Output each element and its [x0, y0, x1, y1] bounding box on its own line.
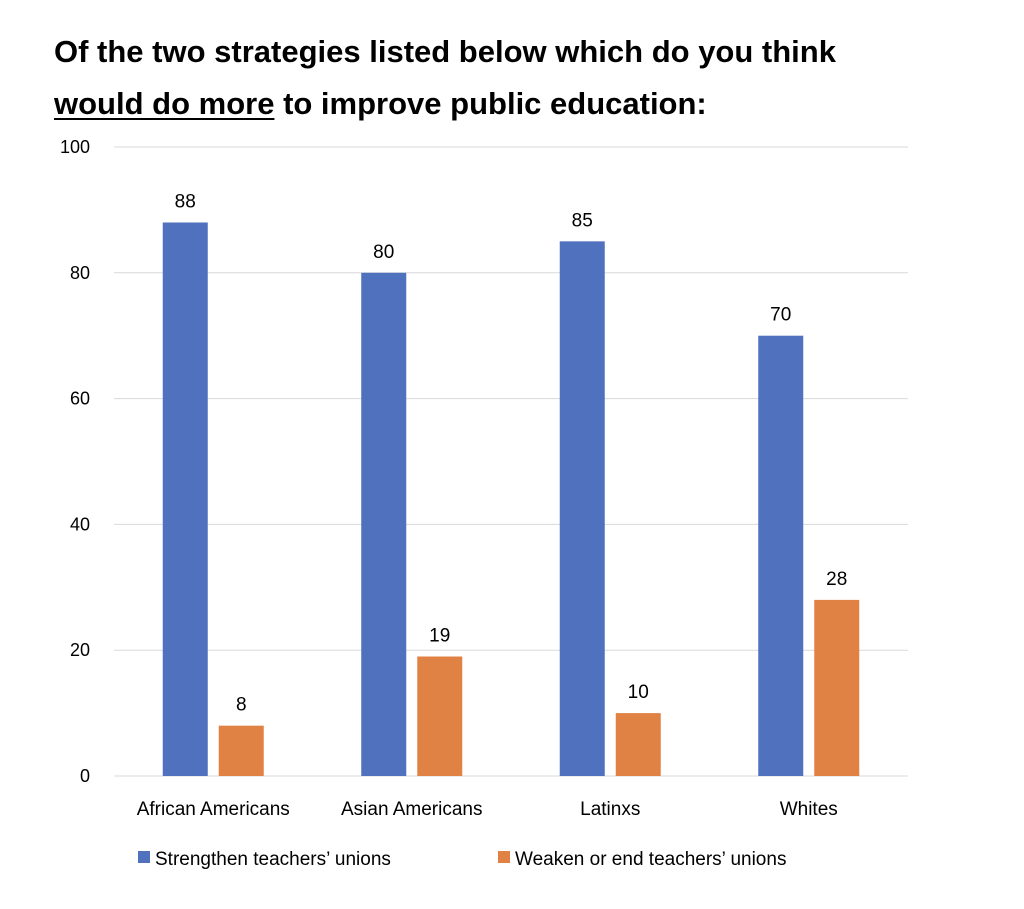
data-label: 19: [429, 625, 450, 646]
data-label: 85: [572, 210, 593, 231]
data-label: 28: [826, 569, 847, 590]
legend-label: Strengthen teachers’ unions: [155, 849, 391, 870]
title-part3: to improve public education:: [283, 86, 707, 121]
legend-label: Weaken or end teachers’ unions: [515, 849, 786, 870]
chart-title: Of the two strategies listed below which…: [54, 26, 984, 130]
data-label: 88: [175, 191, 196, 212]
x-category-label: Whites: [780, 799, 838, 820]
bars: [162, 222, 860, 777]
x-category-label: Latinxs: [580, 799, 640, 820]
y-tick-label: 20: [70, 640, 90, 660]
bar-strengthen: [162, 222, 208, 777]
y-tick-label: 100: [60, 137, 90, 157]
data-label: 70: [770, 305, 791, 326]
y-tick-label: 80: [70, 263, 90, 283]
bar-strengthen: [361, 272, 407, 776]
bar-weaken: [615, 713, 661, 776]
x-axis-categories: African Americans Asian Americans Latinxs W…: [137, 799, 838, 820]
bar-weaken: [814, 599, 860, 776]
legend-swatch: [138, 851, 150, 863]
legend-swatch: [498, 851, 510, 863]
y-tick-label: 40: [70, 514, 90, 534]
x-category-label: African Americans: [137, 799, 290, 820]
legend: Strengthen teachers’ unions Weaken or end…: [138, 849, 786, 870]
y-axis-ticks: 0 20 40 60 80 100: [60, 137, 90, 786]
title-part1: Of the two strategies listed below which…: [54, 34, 836, 69]
y-tick-label: 0: [80, 766, 90, 786]
data-label: 10: [628, 682, 649, 703]
bar-strengthen: [559, 241, 605, 777]
x-category-label: Asian Americans: [341, 799, 483, 820]
bar-weaken: [218, 725, 264, 776]
data-label: 8: [236, 695, 247, 716]
y-tick-label: 60: [70, 389, 90, 409]
bar-strengthen: [758, 335, 804, 776]
title-underlined: would do more: [54, 86, 275, 121]
data-label: 80: [373, 242, 394, 263]
bar-weaken: [417, 656, 463, 776]
